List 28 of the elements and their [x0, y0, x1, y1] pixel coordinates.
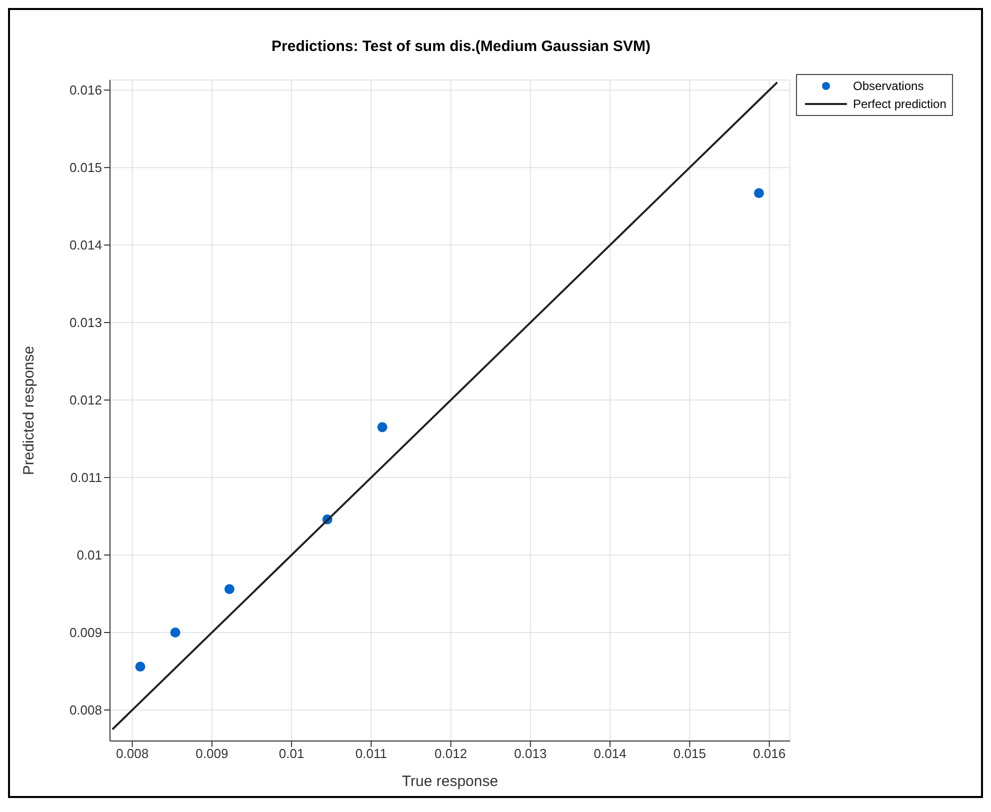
x-tick-label: 0.009	[196, 746, 228, 762]
y-tick-label: 0.015	[69, 160, 102, 176]
chart-title: Predictions: Test of sum dis.(Medium Gaussian SVM)	[270, 38, 652, 55]
y-tick-label: 0.01	[76, 548, 102, 563]
x-tick-label: 0.016	[753, 746, 786, 762]
x-tick-label: 0.013	[514, 746, 547, 762]
point	[754, 188, 764, 198]
y-tick-label: 0.008	[69, 702, 102, 718]
x-tick-label: 0.008	[116, 746, 149, 762]
x-tick-label: 0.012	[434, 746, 468, 762]
point	[170, 628, 180, 638]
legend-label: Perfect prediction	[853, 97, 946, 111]
point	[135, 662, 146, 672]
y-tick-label: 0.009	[69, 625, 102, 640]
point	[224, 584, 234, 594]
x-tick-label: 0.014	[594, 746, 626, 762]
y-axis-title: Predicted response	[20, 346, 38, 476]
y-tick-label: 0.016	[69, 82, 102, 98]
legend-label: Observations	[853, 79, 924, 93]
y-tick-label: 0.012	[69, 392, 102, 408]
y-tick-label: 0.013	[69, 315, 102, 330]
y-tick-label: 0.014	[69, 238, 102, 253]
x-axis-title: True response	[402, 773, 498, 790]
y-tick-label: 0.011	[70, 470, 102, 486]
point	[377, 422, 388, 432]
x-tick-label: 0.015	[673, 746, 706, 762]
x-tick-label: 0.011	[355, 746, 387, 762]
x-tick-label: 0.01	[278, 746, 304, 762]
